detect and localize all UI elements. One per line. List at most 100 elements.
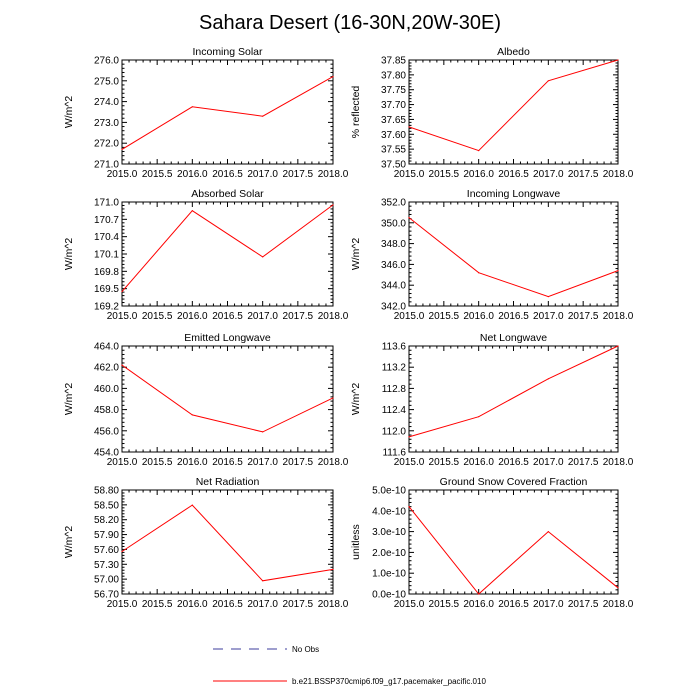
x-tick-label: 2018.0 (603, 599, 634, 610)
x-tick-label: 2016.0 (177, 169, 208, 180)
plot-frame (121, 201, 334, 307)
panel-title: Net Radiation (196, 476, 260, 488)
plot-frame (408, 59, 619, 165)
data-point (408, 506, 410, 508)
x-tick-label: 2017.0 (533, 169, 564, 180)
y-tick-label: 273.0 (94, 118, 119, 129)
series-line (121, 504, 334, 582)
data-point (262, 580, 264, 582)
y-axis-label: W/m^2 (63, 383, 75, 416)
data-point (121, 290, 123, 293)
y-tick-label: 3.0e-10 (372, 527, 406, 538)
x-tick-label: 2016.5 (212, 599, 243, 610)
data-point (262, 115, 264, 117)
chart-panel: Net Longwave W/m^2 2015.0 2015.5 2016.0 2016.… (350, 332, 634, 468)
data-point (617, 345, 619, 347)
x-tick-label: 2017.5 (283, 311, 314, 322)
x-tick-label: 2015.5 (142, 169, 173, 180)
x-tick-label: 2015.5 (429, 311, 460, 322)
y-tick-label: 37.70 (381, 100, 406, 111)
y-axis-label: W/m^2 (63, 238, 75, 271)
x-tick-label: 2015.0 (394, 457, 425, 468)
data-point (478, 593, 480, 595)
x-tick-label: 2016.5 (212, 457, 243, 468)
x-tick-label: 2017.0 (247, 169, 278, 180)
chart-panel: Ground Snow Covered Fraction unitless 2015… (350, 476, 634, 610)
chart-panel: Emitted Longwave W/m^2 2015.0 2015.5 2016.0 2… (63, 332, 349, 468)
y-tick-label: 58.20 (94, 515, 119, 526)
chart-panel: Absorbed Solar W/m^2 2015.0 2015.5 2016.0 201… (63, 188, 349, 322)
y-tick-label: 344.0 (381, 281, 406, 292)
y-tick-label: 113.6 (382, 342, 407, 353)
y-tick-label: 342.0 (381, 302, 406, 313)
x-tick-label: 2018.0 (603, 457, 634, 468)
y-tick-label: 37.60 (381, 130, 406, 141)
x-tick-label: 2016.0 (463, 457, 494, 468)
y-tick-label: 56.70 (94, 590, 119, 601)
data-point (478, 150, 480, 152)
figure-title: Sahara Desert (16-30N,20W-30E) (199, 12, 501, 34)
x-tick-label: 2016.5 (498, 311, 529, 322)
x-tick-label: 2015.0 (394, 599, 425, 610)
y-tick-label: 37.55 (381, 145, 406, 156)
data-point (408, 436, 410, 438)
chart-panel: Incoming Longwave W/m^2 2015.0 2015.5 2016.0… (350, 188, 634, 322)
y-tick-label: 4.0e-10 (372, 506, 406, 517)
y-tick-label: 462.0 (94, 363, 119, 374)
x-tick-label: 2015.5 (142, 599, 173, 610)
x-tick-label: 2017.0 (533, 599, 564, 610)
y-tick-label: 274.0 (94, 97, 119, 108)
x-tick-label: 2016.5 (498, 457, 529, 468)
panel-title: Albedo (497, 46, 530, 58)
y-axis-label: W/m^2 (350, 238, 362, 271)
x-tick-label: 2015.5 (429, 599, 460, 610)
data-point (547, 378, 549, 380)
data-point (332, 76, 334, 78)
y-tick-label: 58.80 (94, 486, 119, 497)
x-tick-label: 2018.0 (318, 169, 349, 180)
y-axis-label: % reflected (350, 86, 362, 139)
data-point (191, 504, 193, 506)
panel-title: Incoming Longwave (467, 188, 561, 200)
x-tick-label: 2016.5 (498, 169, 529, 180)
x-tick-label: 2017.0 (247, 599, 278, 610)
x-tick-label: 2016.0 (463, 311, 494, 322)
plot-frame (121, 489, 334, 595)
y-tick-label: 346.0 (381, 260, 406, 271)
series-line (408, 345, 619, 438)
y-tick-label: 170.4 (94, 232, 119, 243)
legend: No Obs b.e21.BSSP370cmip6.f09_g17.pacemak… (213, 645, 486, 686)
data-point (332, 204, 334, 206)
x-tick-label: 2015.5 (429, 169, 460, 180)
chart-panel: Incoming Solar W/m^2 2015.0 2015.5 2016.0 201… (63, 46, 349, 180)
y-tick-label: 171.0 (94, 198, 119, 209)
x-tick-label: 2016.5 (212, 169, 243, 180)
x-tick-label: 2018.0 (318, 599, 349, 610)
data-point (262, 256, 264, 258)
y-tick-label: 37.80 (381, 70, 406, 81)
y-tick-label: 111.6 (382, 448, 406, 459)
data-point (121, 148, 123, 151)
data-point (121, 364, 123, 366)
chart-panel: Albedo % reflected 2015.0 2015.5 2016.0 2016.… (350, 46, 634, 180)
y-tick-label: 169.5 (94, 284, 119, 295)
y-axis-label: unitless (350, 524, 362, 560)
y-tick-label: 272.0 (94, 139, 119, 150)
x-tick-label: 2017.5 (568, 311, 599, 322)
y-tick-label: 348.0 (381, 239, 406, 250)
x-tick-label: 2017.5 (568, 457, 599, 468)
plot-frame (121, 345, 334, 453)
data-point (617, 587, 619, 589)
y-tick-label: 58.50 (94, 500, 119, 511)
x-tick-label: 2017.5 (283, 457, 314, 468)
x-tick-label: 2015.5 (142, 457, 173, 468)
y-tick-label: 37.75 (381, 85, 406, 96)
series-line (408, 217, 619, 298)
x-tick-label: 2018.0 (603, 311, 634, 322)
data-point (478, 416, 480, 418)
y-tick-label: 460.0 (94, 384, 119, 395)
y-tick-label: 456.0 (94, 426, 119, 437)
x-tick-label: 2016.0 (463, 599, 494, 610)
